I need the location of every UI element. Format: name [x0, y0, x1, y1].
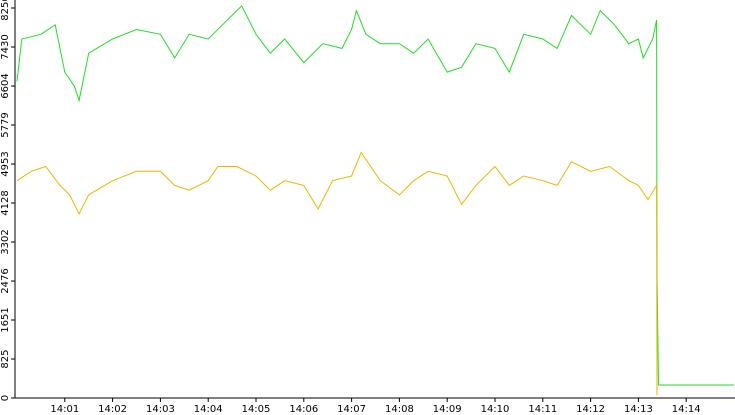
y-tick-label: 1651: [0, 307, 11, 332]
y-tick-label: 2476: [0, 268, 11, 293]
x-tick-label: 14:10: [481, 404, 510, 415]
y-tick-label: 6604: [0, 73, 11, 98]
x-tick-label: 14:09: [433, 404, 462, 415]
y-tick-label: 825: [0, 349, 11, 368]
y-tick-label: 8256: [0, 0, 11, 21]
y-tick-label: 4953: [0, 151, 11, 176]
x-tick-label: 14:13: [624, 404, 653, 415]
series-line: [16, 5, 734, 386]
x-tick-label: 14:07: [337, 404, 366, 415]
y-tick-label: 0: [0, 395, 11, 401]
y-tick-label: 7430: [0, 34, 11, 59]
x-tick-label: 14:12: [576, 404, 605, 415]
y-tick-label: 5779: [0, 112, 11, 137]
x-tick-label: 14:01: [50, 404, 79, 415]
x-tick-label: 14:03: [146, 404, 175, 415]
x-tick-label: 14:14: [672, 404, 701, 415]
x-tick-label: 14:08: [385, 404, 414, 415]
y-tick-label: 3302: [0, 229, 11, 254]
series-line: [16, 151, 658, 396]
x-tick-label: 14:04: [194, 404, 223, 415]
x-tick-label: 14:05: [242, 404, 271, 415]
x-tick-label: 14:11: [528, 404, 557, 415]
y-tick-label: 4128: [0, 190, 11, 215]
x-tick-label: 14:06: [289, 404, 318, 415]
x-tick-label: 14:02: [98, 404, 127, 415]
